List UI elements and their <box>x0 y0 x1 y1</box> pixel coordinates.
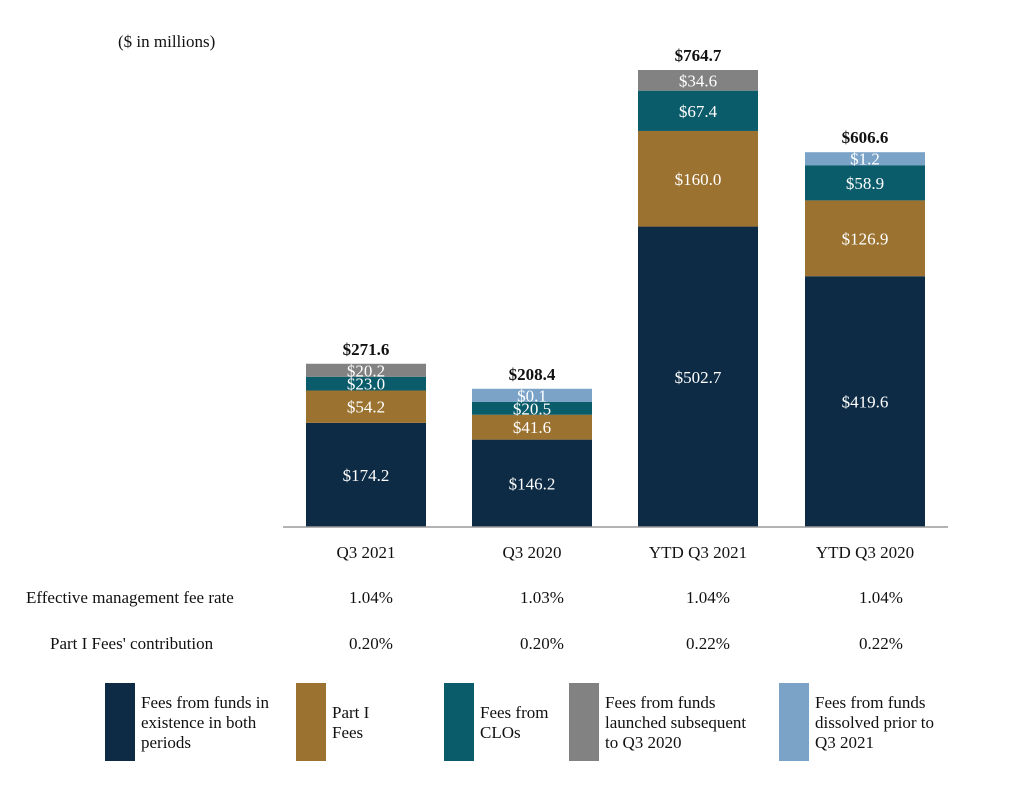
legend-swatch-existing <box>105 683 135 761</box>
data-label-dissolved-ytd-q3-2020: $1.2 <box>850 150 880 169</box>
data-label-part1-q3-2021: $54.2 <box>347 398 385 417</box>
data-label-part1-q3-2020: $41.6 <box>513 418 551 437</box>
effective-rate-q3-2021: 1.04% <box>349 588 393 607</box>
part-i-contribution-q3-2020: 0.20% <box>520 634 564 653</box>
bar-clo-ytd-q3-2021 <box>638 90 758 131</box>
data-label-part1-ytd-q3-2020: $126.9 <box>842 229 889 248</box>
legend-launched-funds: Fees from funds launched subsequent to Q… <box>569 683 746 761</box>
data-label-existing-q3-2021: $174.2 <box>343 466 390 485</box>
bar-existing-ytd-q3-2021 <box>638 226 758 528</box>
bar-dissolved-ytd-q3-2020 <box>805 152 925 166</box>
data-label-existing-ytd-q3-2020: $419.6 <box>842 393 889 412</box>
bar-existing-q3-2021 <box>306 422 426 527</box>
legend-clos: Fees from CLOs <box>444 683 548 761</box>
effective-rate-ytd-q3-2021: 1.04% <box>686 588 730 607</box>
bar-dissolved-q3-2020 <box>472 388 592 402</box>
legend-text-launched: Fees from funds launched subsequent to Q… <box>605 693 747 752</box>
legend-part-i-fees: Part I Fees <box>296 683 369 761</box>
bar-clo-q3-2020 <box>472 401 592 415</box>
stacked-bar-chart: $174.2 $54.2 $23.0$20.2 $271.6 Q3 2021 $146.2… <box>283 46 948 562</box>
bar-clo-ytd-q3-2020 <box>805 165 925 201</box>
total-label-q3-2020: $208.4 <box>509 365 556 384</box>
part-i-contribution-q3-2021: 0.20% <box>349 634 393 653</box>
legend-text-part-i: Part I Fees <box>332 703 370 742</box>
legend-swatch-dissolved <box>779 683 809 761</box>
data-label-launched-q3-2021: $20.2 <box>347 361 385 380</box>
legend-text-existing: Fees from funds in existence in both per… <box>141 693 269 752</box>
bar-part1-q3-2020 <box>472 414 592 440</box>
total-label-ytd-q3-2021: $764.7 <box>675 46 722 65</box>
units-label: ($ in millions) <box>118 32 216 51</box>
row-label-part-i-contribution: Part I Fees' contribution <box>50 634 214 653</box>
data-label-dissolved-q3-2020: $0.1 <box>517 386 547 405</box>
bar-launched-q3-2021 <box>306 363 426 377</box>
effective-rate-ytd-q3-2020: 1.04% <box>859 588 903 607</box>
bar-part1-q3-2021 <box>306 390 426 423</box>
part-i-contribution-ytd-q3-2021: 0.22% <box>686 634 730 653</box>
bar-existing-q3-2020 <box>472 439 592 527</box>
part-i-contribution-ytd-q3-2020: 0.22% <box>859 634 903 653</box>
data-label-clo-ytd-q3-2020: $58.9 <box>846 174 884 193</box>
x-tick-label-ytd-q3-2021: YTD Q3 2021 <box>649 543 747 562</box>
total-label-ytd-q3-2020: $606.6 <box>842 128 889 147</box>
legend-text-dissolved: Fees from funds dissolved prior to Q3 20… <box>815 693 934 752</box>
row-label-effective-rate: Effective management fee rate <box>26 588 234 607</box>
x-tick-label-q3-2021: Q3 2021 <box>336 543 395 562</box>
effective-rate-q3-2020: 1.03% <box>520 588 564 607</box>
data-label-launched-ytd-q3-2021: $34.6 <box>679 71 717 90</box>
x-tick-label-q3-2020: Q3 2020 <box>502 543 561 562</box>
data-label-part1-ytd-q3-2021: $160.0 <box>675 170 722 189</box>
bar-launched-ytd-q3-2021 <box>638 70 758 91</box>
bar-part1-ytd-q3-2021 <box>638 130 758 227</box>
legend-swatch-launched <box>569 683 599 761</box>
x-tick-label-ytd-q3-2020: YTD Q3 2020 <box>816 543 914 562</box>
data-label-clo-q3-2020: $20.5 <box>513 399 551 418</box>
legend-swatch-part-i <box>296 683 326 761</box>
bar-clo-q3-2021 <box>306 376 426 391</box>
bar-part1-ytd-q3-2020 <box>805 200 925 277</box>
legend-dissolved-funds: Fees from funds dissolved prior to Q3 20… <box>779 683 934 761</box>
data-label-existing-q3-2020: $146.2 <box>509 474 556 493</box>
legend-text-clos: Fees from CLOs <box>480 703 549 742</box>
legend-existing-funds: Fees from funds in existence in both per… <box>105 683 269 761</box>
data-label-clo-q3-2021: $23.0 <box>347 375 385 394</box>
total-label-q3-2021: $271.6 <box>343 340 390 359</box>
legend-swatch-clos <box>444 683 474 761</box>
data-label-existing-ytd-q3-2021: $502.7 <box>675 368 722 387</box>
bar-existing-ytd-q3-2020 <box>805 276 925 527</box>
data-label-clo-ytd-q3-2021: $67.4 <box>679 102 718 121</box>
